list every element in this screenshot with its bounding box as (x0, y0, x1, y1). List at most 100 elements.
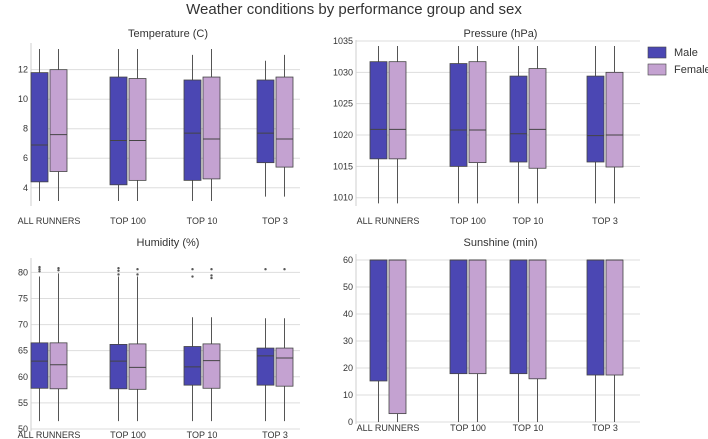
outlier-point (264, 268, 267, 271)
box-humidity-male-0 (30, 265, 49, 422)
box-temperature-female-0 (49, 49, 68, 202)
x-tick-label-temperature: TOP 10 (187, 216, 218, 226)
iqr-box (49, 69, 68, 172)
iqr-box (109, 344, 128, 390)
iqr-box (468, 61, 487, 164)
iqr-box (586, 259, 605, 376)
iqr-box (202, 343, 221, 389)
outlier-point (117, 266, 120, 270)
outlier-point (210, 276, 213, 280)
iqr-box (369, 259, 388, 382)
box-humidity-female-2 (202, 268, 221, 422)
iqr-box (388, 61, 407, 160)
x-tick-label-humidity: TOP 10 (187, 430, 218, 439)
panel-title-sunshine: Sunshine (min) (464, 237, 538, 249)
panel-title-temperature: Temperature (C) (128, 28, 208, 40)
panel-title-pressure: Pressure (hPa) (464, 28, 538, 40)
iqr-box (183, 79, 202, 181)
x-tick-label-pressure: TOP 3 (592, 216, 618, 226)
box-sunshine-male-0 (369, 259, 388, 422)
y-tick-label-humidity: 55 (18, 398, 28, 408)
iqr-box (605, 71, 624, 168)
iqr-box (128, 343, 147, 390)
iqr-box (509, 75, 528, 163)
panel-humidity: Humidity (%) 50 55 60 65 70 75 80 ALL RUNNERS TOP… (18, 237, 300, 439)
iqr-box (528, 68, 547, 169)
outlier-point (38, 270, 41, 273)
chart-title: Weather conditions by performance group … (186, 1, 522, 18)
box-temperature-female-1 (128, 49, 147, 202)
iqr-box (275, 76, 294, 168)
iqr-box (275, 347, 294, 387)
y-tick-label-temperature: 10 (18, 94, 28, 104)
y-tick-label-sunshine: 60 (343, 255, 353, 265)
iqr-box (109, 76, 128, 186)
iqr-box (605, 259, 624, 376)
box-pressure-male-2 (509, 46, 528, 204)
iqr-box (388, 259, 407, 415)
x-tick-label-sunshine: ALL RUNNERS (357, 423, 420, 433)
box-temperature-female-2 (202, 49, 221, 202)
iqr-box (256, 79, 275, 164)
y-tick-label-sunshine: 10 (343, 390, 353, 400)
y-tick-label-sunshine: 50 (343, 282, 353, 292)
outlier-point (191, 268, 194, 271)
y-tick-label-humidity: 80 (18, 267, 28, 277)
box-sunshine-female-1 (468, 259, 487, 422)
y-tick-label-pressure: 1035 (333, 36, 353, 46)
iqr-box (202, 76, 221, 180)
iqr-box (49, 342, 68, 390)
legend-swatch-male (647, 46, 667, 59)
y-tick-label-humidity: 50 (18, 424, 28, 434)
y-tick-label-humidity: 60 (18, 372, 28, 382)
y-tick-label-humidity: 70 (18, 320, 28, 330)
x-tick-label-pressure: ALL RUNNERS (357, 216, 420, 226)
x-tick-label-pressure: TOP 10 (513, 216, 544, 226)
outlier-point (117, 269, 120, 272)
x-tick-label-temperature: TOP 100 (110, 216, 146, 226)
iqr-box (468, 259, 487, 375)
box-humidity-male-2 (183, 268, 202, 422)
outlier-point (57, 269, 60, 272)
x-tick-label-sunshine: TOP 100 (450, 423, 486, 433)
box-sunshine-male-3 (586, 259, 605, 422)
y-tick-label-pressure: 1015 (333, 161, 353, 171)
outlier-point (136, 273, 139, 276)
box-humidity-female-3 (275, 268, 294, 422)
box-pressure-male-0 (369, 46, 388, 204)
iqr-box (449, 259, 468, 375)
iqr-box (449, 63, 468, 167)
y-tick-label-temperature: 6 (23, 153, 28, 163)
box-humidity-male-3 (256, 268, 275, 422)
y-tick-label-temperature: 8 (23, 124, 28, 134)
y-tick-label-pressure: 1030 (333, 67, 353, 77)
box-temperature-male-0 (30, 49, 49, 202)
panel-pressure: Pressure (hPa) 1010 1015 1020 1025 1030 1035 AL… (333, 28, 640, 226)
box-sunshine-female-0 (388, 259, 407, 422)
panel-title-humidity: Humidity (%) (137, 237, 200, 249)
y-tick-label-pressure: 1010 (333, 193, 353, 203)
box-humidity-female-0 (49, 266, 68, 422)
outlier-point (117, 273, 120, 276)
y-tick-label-sunshine: 30 (343, 336, 353, 346)
box-pressure-female-2 (528, 46, 547, 204)
y-tick-label-sunshine: 20 (343, 363, 353, 373)
iqr-box (30, 72, 49, 183)
iqr-box (256, 347, 275, 386)
box-sunshine-female-3 (605, 259, 624, 422)
outlier-point (283, 268, 286, 271)
iqr-box (369, 61, 388, 160)
y-tick-label-pressure: 1020 (333, 130, 353, 140)
legend: Male Female (647, 46, 708, 76)
outlier-point (57, 266, 60, 270)
box-sunshine-female-2 (528, 259, 547, 422)
iqr-box (528, 259, 547, 380)
box-pressure-male-1 (449, 46, 468, 204)
x-tick-label-temperature: TOP 3 (262, 216, 288, 226)
outlier-point (210, 274, 213, 277)
box-sunshine-male-2 (509, 259, 528, 422)
y-tick-label-temperature: 12 (18, 65, 28, 75)
x-tick-label-pressure: TOP 100 (450, 216, 486, 226)
